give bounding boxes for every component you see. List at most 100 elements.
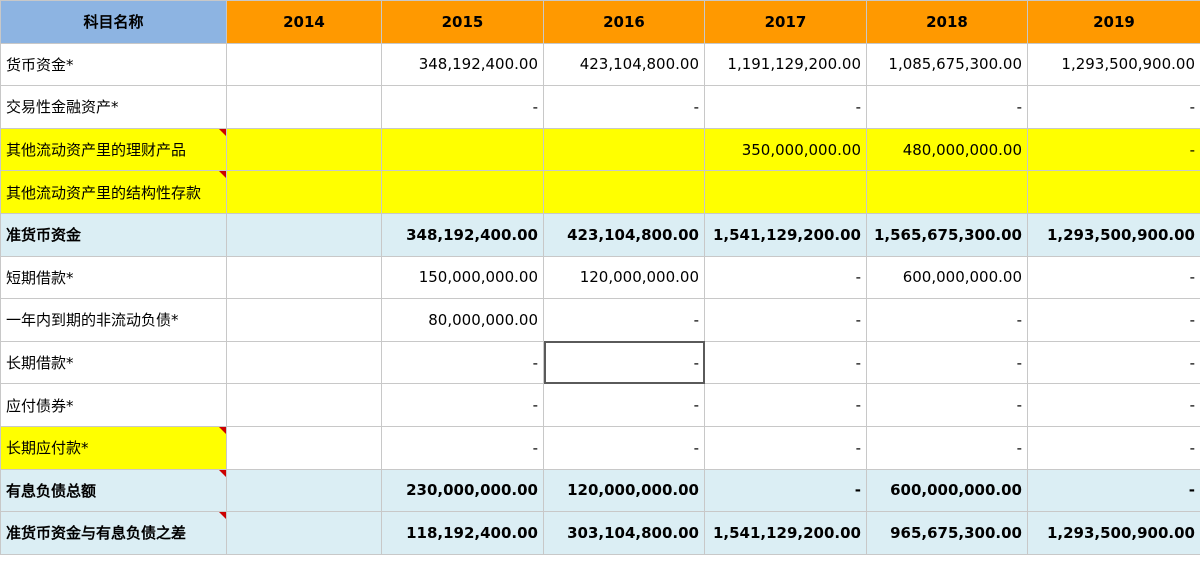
- value-cell[interactable]: [226, 127, 382, 172]
- value-cell[interactable]: 1,085,675,300.00: [866, 42, 1028, 87]
- value-cell[interactable]: 1,191,129,200.00: [704, 42, 867, 87]
- value-cell[interactable]: [226, 383, 382, 427]
- value-cell[interactable]: -: [1027, 85, 1200, 129]
- row-label-cell[interactable]: 货币资金*: [0, 42, 227, 87]
- value-cell[interactable]: 600,000,000.00: [866, 255, 1028, 300]
- value-cell[interactable]: [226, 468, 382, 513]
- value-cell[interactable]: 423,104,800.00: [543, 212, 705, 257]
- value-cell[interactable]: -: [704, 85, 867, 129]
- value-cell[interactable]: -: [704, 298, 867, 342]
- value-cell[interactable]: 348,192,400.00: [381, 42, 544, 87]
- value-cell[interactable]: -: [543, 425, 705, 470]
- value-cell[interactable]: [381, 170, 544, 214]
- value-cell[interactable]: 350,000,000.00: [704, 127, 867, 172]
- value-cell[interactable]: [381, 127, 544, 172]
- table-row: 短期借款* 150,000,000.00 120,000,000.00 - 60…: [0, 255, 1200, 300]
- header-cell-year[interactable]: 2014: [226, 0, 382, 44]
- value-cell[interactable]: [226, 425, 382, 470]
- value-cell[interactable]: 1,293,500,900.00: [1027, 212, 1200, 257]
- value-cell[interactable]: [226, 255, 382, 300]
- value-cell[interactable]: -: [1027, 468, 1200, 513]
- value-cell[interactable]: -: [381, 85, 544, 129]
- value-cell[interactable]: 80,000,000.00: [381, 298, 544, 342]
- value-cell[interactable]: 1,541,129,200.00: [704, 212, 867, 257]
- value-cell[interactable]: -: [1027, 127, 1200, 172]
- value-cell[interactable]: 118,192,400.00: [381, 511, 544, 555]
- value-cell[interactable]: 120,000,000.00: [543, 255, 705, 300]
- row-label: 有息负债总额: [6, 481, 97, 500]
- value-cell[interactable]: 120,000,000.00: [543, 468, 705, 513]
- table-row: 应付债券* - - - - -: [0, 383, 1200, 427]
- value-cell[interactable]: [226, 170, 382, 214]
- row-label-cell[interactable]: 准货币资金与有息负债之差: [0, 511, 227, 555]
- header-cell-year[interactable]: 2015: [381, 0, 544, 44]
- value-cell[interactable]: 1,565,675,300.00: [866, 212, 1028, 257]
- value-cell[interactable]: -: [866, 85, 1028, 129]
- value-cell[interactable]: 1,293,500,900.00: [1027, 42, 1200, 87]
- value-cell[interactable]: -: [704, 340, 867, 385]
- row-label-cell[interactable]: 有息负债总额: [0, 468, 227, 513]
- value-cell[interactable]: 303,104,800.00: [543, 511, 705, 555]
- comment-indicator-icon[interactable]: [219, 470, 226, 477]
- value-cell[interactable]: [226, 85, 382, 129]
- value-cell[interactable]: -: [543, 383, 705, 427]
- row-label-cell[interactable]: 应付债券*: [0, 383, 227, 427]
- header-cell-year[interactable]: 2017: [704, 0, 867, 44]
- value-cell[interactable]: [226, 212, 382, 257]
- value-cell[interactable]: -: [866, 298, 1028, 342]
- value-cell[interactable]: -: [1027, 298, 1200, 342]
- row-label-cell[interactable]: 长期借款*: [0, 340, 227, 385]
- value-cell[interactable]: 965,675,300.00: [866, 511, 1028, 555]
- value-cell[interactable]: 348,192,400.00: [381, 212, 544, 257]
- value-cell[interactable]: -: [704, 468, 867, 513]
- header-cell-year[interactable]: 2019: [1027, 0, 1200, 44]
- comment-indicator-icon[interactable]: [219, 427, 226, 434]
- value-cell[interactable]: -: [381, 340, 544, 385]
- value-cell[interactable]: -: [1027, 383, 1200, 427]
- value-cell[interactable]: 480,000,000.00: [866, 127, 1028, 172]
- value-cell[interactable]: 1,293,500,900.00: [1027, 511, 1200, 555]
- row-label-cell[interactable]: 其他流动资产里的结构性存款: [0, 170, 227, 214]
- value-cell[interactable]: -: [704, 425, 867, 470]
- value-cell[interactable]: -: [381, 383, 544, 427]
- selected-cell[interactable]: -: [543, 340, 705, 385]
- value-cell[interactable]: -: [543, 298, 705, 342]
- row-label-cell[interactable]: 准货币资金: [0, 212, 227, 257]
- value-cell[interactable]: [543, 170, 705, 214]
- comment-indicator-icon[interactable]: [219, 171, 226, 179]
- value-cell[interactable]: -: [1027, 255, 1200, 300]
- value-cell[interactable]: 423,104,800.00: [543, 42, 705, 87]
- value-cell[interactable]: 600,000,000.00: [866, 468, 1028, 513]
- value-cell[interactable]: -: [866, 340, 1028, 385]
- value-cell[interactable]: [1027, 170, 1200, 214]
- row-label-cell[interactable]: 长期应付款*: [0, 425, 227, 470]
- header-cell-year[interactable]: 2016: [543, 0, 705, 44]
- value-cell[interactable]: [226, 511, 382, 555]
- value-cell[interactable]: [543, 127, 705, 172]
- value-cell[interactable]: -: [1027, 340, 1200, 385]
- comment-indicator-icon[interactable]: [219, 129, 226, 136]
- value-cell[interactable]: 150,000,000.00: [381, 255, 544, 300]
- row-label-cell[interactable]: 短期借款*: [0, 255, 227, 300]
- row-label: 其他流动资产里的理财产品: [6, 141, 187, 160]
- value-cell[interactable]: 1,541,129,200.00: [704, 511, 867, 555]
- value-cell[interactable]: -: [866, 425, 1028, 470]
- comment-indicator-icon[interactable]: [219, 512, 226, 520]
- row-label-cell[interactable]: 交易性金融资产*: [0, 85, 227, 129]
- value-cell[interactable]: -: [704, 255, 867, 300]
- value-cell[interactable]: [866, 170, 1028, 214]
- value-cell[interactable]: [226, 42, 382, 87]
- header-cell-year[interactable]: 2018: [866, 0, 1028, 44]
- value-cell[interactable]: -: [381, 425, 544, 470]
- value-cell[interactable]: -: [866, 383, 1028, 427]
- value-cell[interactable]: [704, 170, 867, 214]
- row-label-cell[interactable]: 其他流动资产里的理财产品: [0, 127, 227, 172]
- header-cell-label[interactable]: 科目名称: [0, 0, 227, 44]
- value-cell[interactable]: -: [1027, 425, 1200, 470]
- value-cell[interactable]: [226, 298, 382, 342]
- value-cell[interactable]: 230,000,000.00: [381, 468, 544, 513]
- row-label-cell[interactable]: 一年内到期的非流动负债*: [0, 298, 227, 342]
- value-cell[interactable]: -: [704, 383, 867, 427]
- value-cell[interactable]: [226, 340, 382, 385]
- value-cell[interactable]: -: [543, 85, 705, 129]
